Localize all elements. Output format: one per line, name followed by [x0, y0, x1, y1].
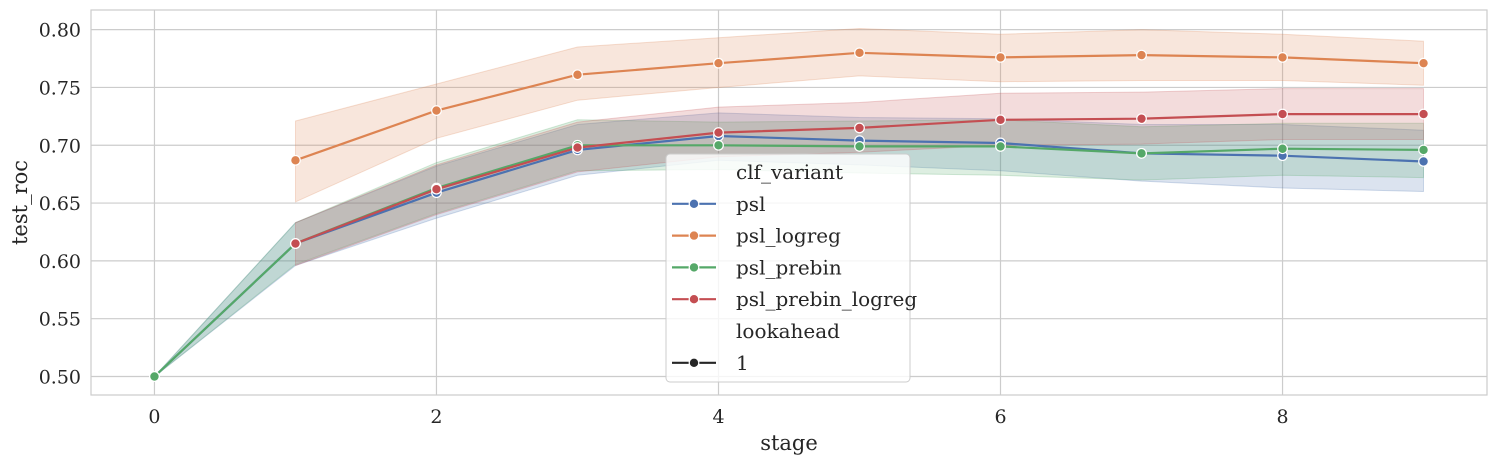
data-point-psl-prebin-logreg [1277, 108, 1288, 120]
data-point-psl-logreg [290, 154, 301, 166]
data-point-psl-prebin [1136, 147, 1147, 159]
data-point-psl-prebin-logreg [1136, 113, 1147, 125]
data-point-psl-prebin [1277, 143, 1288, 155]
legend-box [665, 153, 911, 383]
legend-swatch-marker [688, 293, 700, 305]
legend-title-style: lookahead [736, 319, 840, 343]
legend-title-hue: clf_variant [736, 160, 843, 184]
data-point-psl-prebin [149, 371, 160, 382]
legend-swatch-marker [688, 262, 700, 273]
legend-entry-psl-logreg: psl_logreg [736, 224, 841, 248]
legend-swatch-marker [688, 357, 700, 369]
legend-swatch-marker [688, 198, 700, 210]
x-tick-label: 4 [712, 406, 724, 428]
data-point-psl-logreg [1136, 49, 1147, 61]
y-tick-label: 0.60 [39, 251, 81, 273]
y-tick-label: 0.75 [39, 77, 81, 99]
data-point-psl-prebin [854, 141, 865, 152]
ci-band-psl-prebin-logreg [295, 88, 1424, 267]
data-point-psl-prebin-logreg [1418, 108, 1429, 120]
y-tick-label: 0.70 [39, 135, 81, 157]
data-point-psl-prebin [1418, 144, 1429, 156]
data-point-psl-logreg [854, 47, 865, 59]
y-tick-label: 0.55 [39, 309, 81, 331]
legend-entry-psl-prebin-logreg: psl_prebin_logreg [736, 287, 917, 311]
legend-swatch-marker [688, 230, 700, 242]
y-tick-labels: 0.50 0.55 0.60 0.65 0.70 0.75 0.80 [39, 20, 81, 389]
x-tick-label: 2 [430, 406, 442, 428]
data-point-psl-prebin-logreg [431, 183, 442, 195]
data-point-psl-prebin-logreg [854, 122, 865, 134]
data-point-psl-logreg [1277, 52, 1288, 63]
series-markers [149, 47, 1429, 382]
plot-frame [90, 9, 1488, 396]
x-tick-labels: 0 2 4 6 8 [148, 406, 1288, 428]
y-axis-label: test_roc [8, 160, 32, 245]
series-line-psl [153, 134, 1424, 378]
x-tick-label: 8 [1276, 406, 1288, 428]
data-point-psl-prebin-logreg [995, 114, 1006, 126]
data-point-psl-logreg [431, 105, 442, 116]
x-tick-label: 6 [994, 406, 1006, 428]
data-point-psl-prebin-logreg [713, 127, 724, 138]
legend-entry-psl: psl [736, 192, 765, 216]
data-point-psl-prebin-logreg [290, 238, 301, 249]
y-tick-label: 0.65 [39, 193, 81, 215]
y-tick-label: 0.80 [39, 20, 81, 42]
x-tick-label: 0 [148, 406, 160, 428]
data-point-psl-prebin-logreg [572, 142, 583, 153]
y-tick-label: 0.50 [39, 367, 81, 389]
data-point-psl [1418, 156, 1429, 167]
data-point-psl-logreg [572, 69, 583, 81]
data-point-psl-logreg [1418, 57, 1429, 69]
data-point-psl-logreg [713, 57, 724, 69]
data-point-psl-prebin [713, 139, 724, 151]
legend-entry-lookahead: 1 [736, 351, 749, 375]
legend-entry-psl-prebin: psl_prebin [736, 255, 842, 279]
x-axis-label: stage [760, 431, 818, 455]
data-point-psl-prebin [995, 141, 1006, 152]
data-point-psl-logreg [995, 52, 1006, 63]
